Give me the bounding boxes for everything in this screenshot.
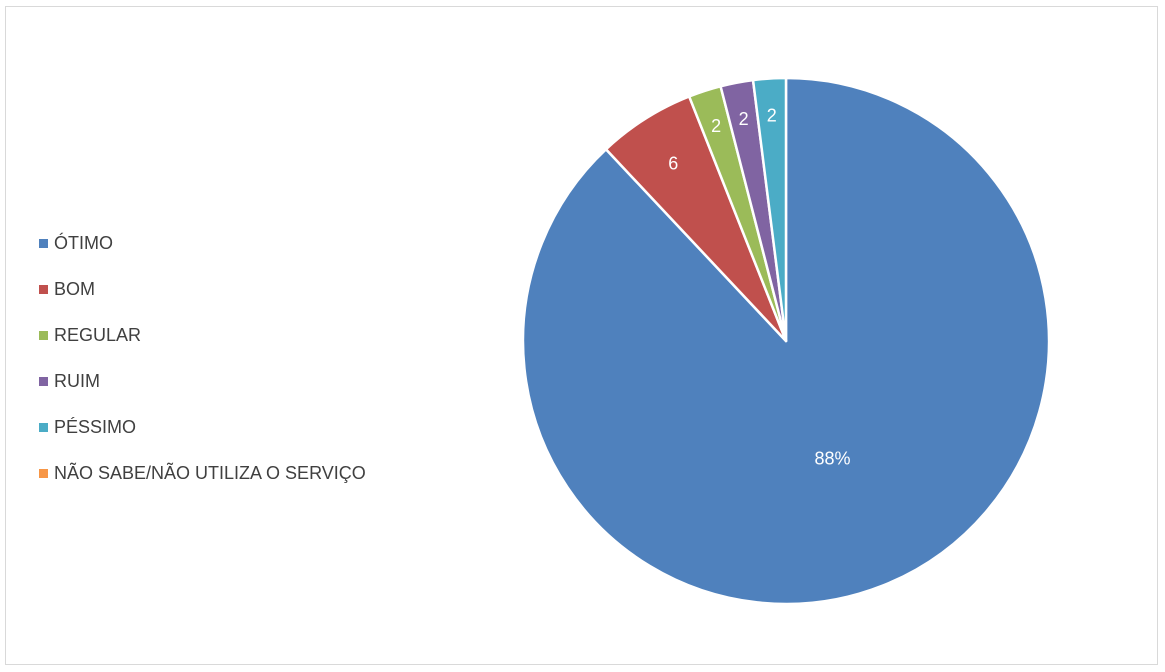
legend-swatch [39, 330, 48, 340]
legend-swatch [39, 238, 48, 248]
legend-item-regular: REGULAR [39, 312, 439, 358]
pie-data-label-3: 2 [739, 109, 749, 129]
pie-data-label-1: 6 [668, 153, 678, 173]
pie-slice-0 [521, 76, 1051, 606]
pie-data-label-0: 88% [814, 448, 850, 468]
pie-slice-4 [751, 76, 788, 343]
legend-item-nao-sabe: NÃO SABE/NÃO UTILIZA O SERVIÇO [39, 450, 439, 496]
pie-data-label-4: 2 [767, 105, 777, 125]
legend-label: PÉSSIMO [54, 416, 137, 437]
legend-item-pessimo: PÉSSIMO [39, 404, 439, 450]
legend-swatch [39, 422, 48, 432]
pie-data-label-2: 2 [711, 116, 721, 136]
legend-swatch [39, 468, 48, 478]
legend-label: NÃO SABE/NÃO UTILIZA O SERVIÇO [54, 462, 366, 483]
legend-item-otimo: ÓTIMO [39, 220, 439, 266]
legend: ÓTIMO BOM REGULAR RUIM PÉSSIMO NÃO SABE/… [39, 220, 439, 496]
legend-swatch [39, 376, 48, 386]
legend-label: ÓTIMO [54, 232, 113, 253]
legend-label: RUIM [54, 370, 100, 391]
legend-swatch [39, 284, 48, 294]
legend-item-bom: BOM [39, 266, 439, 312]
legend-label: BOM [54, 278, 96, 299]
legend-item-ruim: RUIM [39, 358, 439, 404]
legend-label: REGULAR [54, 324, 142, 345]
